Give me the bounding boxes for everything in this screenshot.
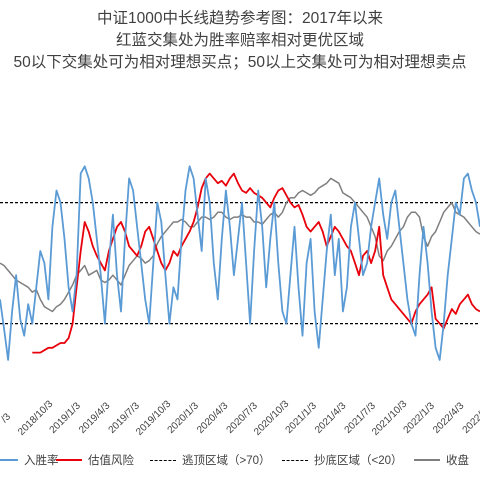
legend-item-close: 收盘 — [414, 452, 469, 468]
legend-swatch-bottom-zone — [282, 459, 308, 461]
chart-title-line-3: 50以下交集处可为相对理想买点；50以上交集处可为相对理想卖点 — [13, 54, 467, 71]
x-tick-label: 2022/4/3 — [431, 400, 467, 436]
valuation-risk-line — [32, 172, 480, 354]
x-axis-ticks: /3 2018/10/32019/1/32019/4/32019/7/32019/… — [0, 398, 480, 438]
x-tick-label: 2019/4/3 — [77, 400, 113, 436]
x-tick-label: 2021/10/3 — [370, 398, 410, 438]
legend-label-top-zone: 逃顶区域（>70） — [182, 455, 271, 467]
legend-swatch-top-zone — [150, 459, 176, 461]
win-rate-line — [0, 165, 480, 361]
x-tick-label: 2021/4/3 — [313, 400, 349, 436]
chart-title: 中证1000中长线趋势参考图：2017年以来 红蓝交集处为胜率赔率相对更优区域 … — [0, 8, 480, 74]
legend-label-close: 收盘 — [446, 455, 469, 467]
chart-legend: 入胜率 估值风险 逃顶区域（>70） 抄底区域（<20） 收盘 — [0, 448, 480, 470]
chart-title-line-1: 中证1000中长线趋势参考图：2017年以来 — [97, 10, 383, 27]
legend-swatch-valuation-risk — [56, 459, 82, 461]
legend-item-valuation-risk: 估值风险 — [56, 452, 134, 468]
legend-item-win-rate: 入胜率 — [0, 452, 59, 468]
close-line — [0, 177, 480, 313]
x-tick-label: 2019/10/3 — [134, 398, 174, 438]
x-tick-label: 2020/4/3 — [195, 400, 231, 436]
legend-label-bottom-zone: 抄底区域（<20） — [314, 455, 403, 467]
legend-label-win-rate: 入胜率 — [24, 455, 59, 467]
x-tick-label: 2020/10/3 — [252, 398, 292, 438]
legend-item-bottom-zone: 抄底区域（<20） — [282, 452, 403, 468]
x-tick-label: /3 — [0, 411, 13, 425]
series-lines — [0, 165, 480, 361]
legend-swatch-close — [414, 459, 440, 461]
legend-item-top-zone: 逃顶区域（>70） — [150, 452, 271, 468]
line-chart: /3 2018/10/32019/1/32019/4/32019/7/32019/… — [0, 165, 480, 438]
legend-label-valuation-risk: 估值风险 — [88, 455, 134, 467]
legend-swatch-win-rate — [0, 459, 18, 461]
x-tick-label: 2018/10/3 — [16, 398, 56, 438]
chart-title-line-2: 红蓝交集处为胜率赔率相对更优区域 — [115, 32, 364, 49]
